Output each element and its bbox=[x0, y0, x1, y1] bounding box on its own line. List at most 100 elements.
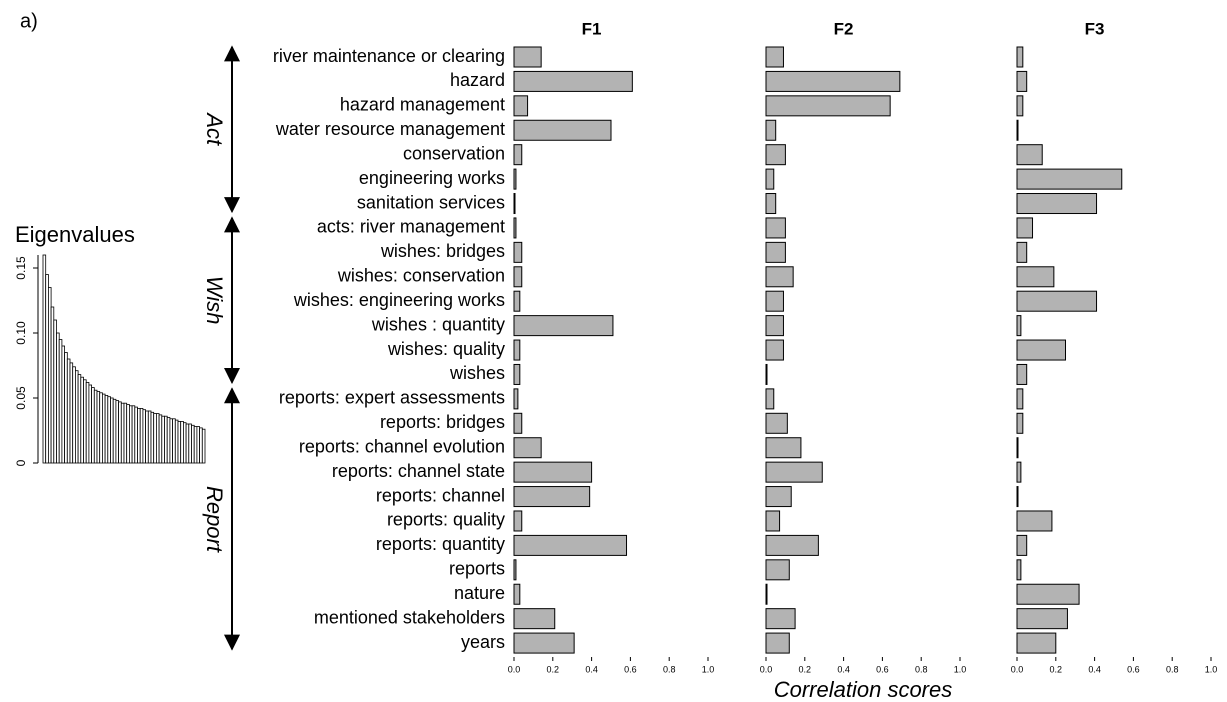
bar bbox=[513, 339, 521, 361]
bar bbox=[513, 363, 521, 385]
bar bbox=[765, 241, 786, 263]
bar bbox=[1016, 437, 1019, 459]
eigen-bar bbox=[53, 319, 57, 464]
eigen-bar bbox=[142, 409, 146, 464]
bar bbox=[513, 46, 542, 68]
category-label: nature bbox=[454, 583, 505, 603]
bar bbox=[765, 510, 781, 532]
y-tick-label: 0.15 bbox=[14, 256, 28, 280]
category-label: reports: expert assessments bbox=[279, 388, 505, 408]
eigen-bar bbox=[118, 401, 122, 464]
category-label: wishes: bridges bbox=[380, 241, 505, 261]
x-tick-label: 0.0 bbox=[1011, 664, 1024, 674]
eigen-bar bbox=[99, 392, 103, 464]
y-tick-label: 0.05 bbox=[14, 386, 28, 410]
bar bbox=[1016, 168, 1123, 190]
bar bbox=[1016, 193, 1098, 215]
bar bbox=[1016, 241, 1028, 263]
bar bbox=[513, 217, 517, 239]
bar bbox=[1016, 632, 1057, 654]
x-tick-label: 0.6 bbox=[876, 664, 889, 674]
eigen-bar bbox=[196, 426, 200, 464]
bar bbox=[1016, 534, 1028, 556]
category-label: wishes bbox=[449, 363, 505, 383]
category-label: river maintenance or clearing bbox=[273, 46, 505, 66]
bar bbox=[765, 363, 768, 385]
bar bbox=[513, 461, 593, 483]
bar bbox=[513, 315, 614, 337]
eigen-bar bbox=[180, 420, 184, 464]
eigen-bar bbox=[169, 418, 173, 464]
group-label: Act bbox=[202, 111, 227, 146]
y-tick-label: 0 bbox=[14, 459, 28, 466]
eigen-bar bbox=[161, 415, 165, 464]
eigen-bar bbox=[61, 345, 66, 464]
bar bbox=[1016, 486, 1019, 508]
bar bbox=[1016, 608, 1068, 630]
x-tick-label: 0.2 bbox=[1050, 664, 1063, 674]
bar bbox=[1016, 290, 1098, 312]
eigen-bar bbox=[69, 362, 74, 464]
eigen-bar bbox=[182, 422, 187, 464]
eigen-bar bbox=[107, 396, 111, 464]
category-label: conservation bbox=[403, 143, 505, 163]
eigen-bar bbox=[193, 426, 198, 464]
bar bbox=[765, 266, 794, 288]
eigen-bar bbox=[72, 366, 76, 464]
eigen-bar bbox=[104, 394, 109, 464]
bar bbox=[765, 217, 786, 239]
x-tick-label: 0.6 bbox=[1127, 664, 1140, 674]
category-label: acts: river management bbox=[317, 217, 505, 237]
x-axis-label: Correlation scores bbox=[774, 677, 953, 702]
bar bbox=[1016, 510, 1053, 532]
bar bbox=[1016, 388, 1024, 410]
category-label: hazard management bbox=[340, 95, 505, 115]
bar bbox=[765, 608, 796, 630]
eigen-bar bbox=[126, 404, 130, 464]
category-label: engineering works bbox=[359, 168, 505, 188]
chart-title: Eigenvalues bbox=[15, 222, 135, 247]
bar bbox=[765, 95, 891, 117]
eigen-bar bbox=[115, 400, 120, 464]
panel-title: F2 bbox=[834, 19, 854, 38]
bar bbox=[513, 70, 633, 92]
eigen-bar bbox=[191, 424, 195, 464]
panel-label: a) bbox=[20, 10, 38, 32]
bar bbox=[765, 70, 901, 92]
bar bbox=[1016, 559, 1022, 581]
x-tick-label: 0.4 bbox=[1088, 664, 1101, 674]
eigen-bar bbox=[88, 384, 93, 464]
x-tick-label: 1.0 bbox=[954, 664, 967, 674]
eigen-bar bbox=[58, 339, 63, 464]
x-tick-label: 0.8 bbox=[663, 664, 676, 674]
eigen-bar bbox=[199, 427, 203, 464]
eigen-bar bbox=[83, 379, 87, 464]
panel-title: F1 bbox=[582, 19, 602, 38]
eigen-bar bbox=[164, 415, 168, 464]
x-tick-label: 0.2 bbox=[799, 664, 812, 674]
bar bbox=[765, 461, 823, 483]
eigen-bar bbox=[96, 391, 101, 464]
y-tick-label: 0.10 bbox=[14, 321, 28, 345]
eigen-bar bbox=[155, 413, 160, 464]
category-label: reports: bridges bbox=[380, 412, 505, 432]
eigen-bar bbox=[137, 407, 141, 464]
eigen-bar bbox=[45, 274, 49, 464]
category-label: wishes : quantity bbox=[371, 314, 505, 334]
eigen-bar bbox=[75, 370, 79, 464]
eigen-bar bbox=[201, 428, 206, 464]
bar bbox=[765, 339, 784, 361]
bar bbox=[513, 632, 575, 654]
category-label: sanitation services bbox=[357, 192, 505, 212]
eigen-bar bbox=[85, 381, 90, 464]
eigen-bar bbox=[188, 423, 192, 464]
x-tick-label: 0.8 bbox=[915, 664, 928, 674]
eigen-bar bbox=[93, 389, 98, 464]
bar bbox=[1016, 95, 1024, 117]
category-label: reports: channel bbox=[376, 485, 505, 505]
eigen-bar bbox=[131, 405, 136, 464]
bar bbox=[1016, 217, 1034, 239]
eigen-bar bbox=[91, 387, 95, 464]
x-tick-label: 0.0 bbox=[508, 664, 521, 674]
